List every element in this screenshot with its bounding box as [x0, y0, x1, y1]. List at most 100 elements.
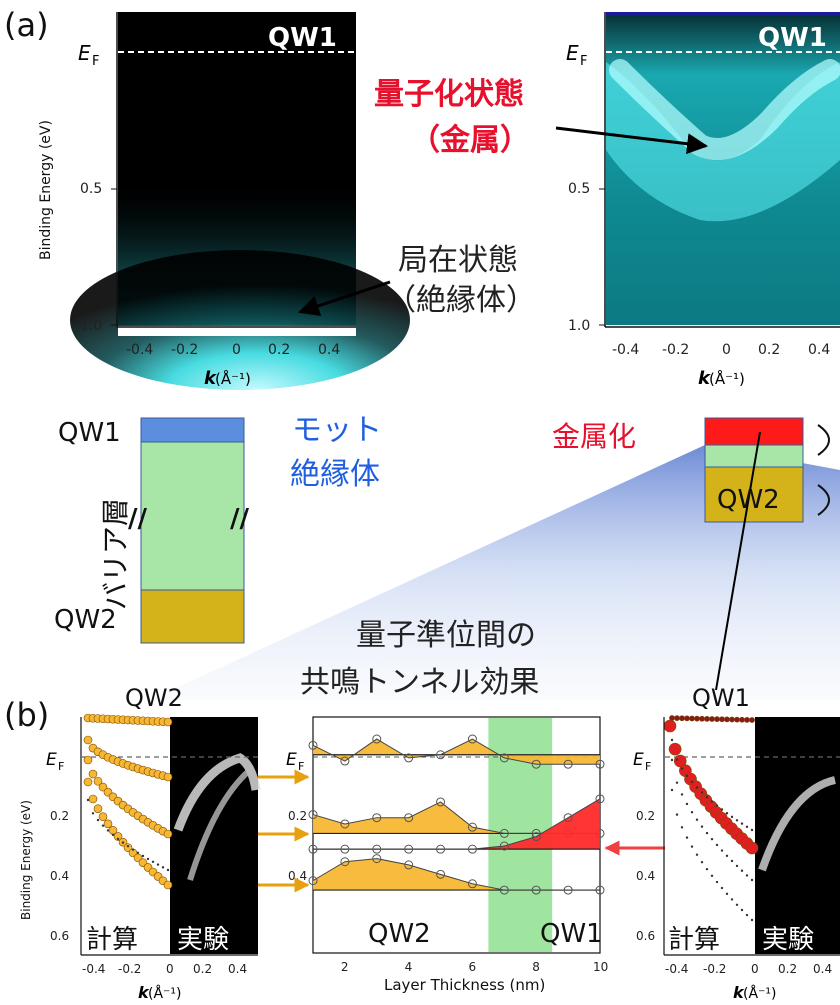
b-left-xlabel: k (Å⁻¹)	[138, 983, 182, 1002]
arpes-right-xlabel: k (Å⁻¹)	[698, 368, 745, 389]
band-dot-leftBands-1-16	[163, 717, 173, 727]
wavefunction-point-3-8	[531, 832, 541, 842]
svg-text:-0.4: -0.4	[82, 962, 105, 976]
svg-text:6: 6	[468, 960, 476, 974]
band-dot-rightBands-2-5	[695, 786, 699, 789]
projection-cone	[150, 445, 840, 700]
arpes-left-image	[70, 12, 410, 390]
arpes-left-ytick-05: 0.5	[80, 181, 102, 197]
band-dot-rightBands-1-9	[714, 716, 720, 723]
svg-text:E: E	[46, 750, 57, 770]
wavefunction-point-1-9	[563, 759, 573, 769]
band-dot-leftBands-5-11	[141, 854, 145, 858]
wavefunction-point-3-10	[595, 794, 605, 804]
band-dot-rightBands-4-7	[705, 867, 709, 871]
band-dot-rightBands-1-14	[739, 716, 745, 723]
wavefunction-point-3-9	[563, 813, 573, 823]
band-dot-leftBands-5-8	[126, 844, 130, 848]
metal-label: （金属）	[410, 123, 530, 158]
band-dot-leftBands-3-1	[88, 769, 98, 779]
b-right-ytick-06: 0.6	[636, 929, 655, 943]
svg-text:0.2: 0.2	[778, 962, 797, 976]
band-dot-rightBands-2-2	[680, 767, 684, 770]
svg-text:0.4: 0.4	[808, 342, 830, 358]
band-dot-leftBands-4-8	[123, 843, 133, 852]
svg-text://: //	[128, 504, 147, 534]
band-dot-rightBands-1-4	[689, 715, 695, 722]
band-dot-rightBands-2-4	[690, 780, 694, 784]
band-dot-rightBands-4-4	[690, 845, 694, 848]
svg-text:0.2: 0.2	[193, 962, 212, 976]
svg-text:k: k	[733, 983, 745, 1002]
band-dot-rightBands-4-12	[730, 898, 734, 901]
band-dot-rightBands-4-15	[745, 913, 749, 917]
band-dot-rightBands-2-15	[745, 825, 749, 829]
svg-text:-0.4: -0.4	[612, 342, 639, 358]
quantized-state-label: 量子化状態	[374, 77, 524, 112]
wavefunction-point-2-4	[404, 813, 414, 823]
svg-text:k: k	[204, 368, 217, 389]
band-dot-rightBands-4-10	[720, 886, 724, 890]
wavefunction-point-4-9	[563, 885, 573, 895]
svg-text:8: 8	[532, 960, 540, 974]
b-left-xticks: -0.4 -0.2 0 0.2 0.4	[82, 962, 247, 976]
arpes-left-xticks: -0.4 -0.2 0 0.2 0.4	[126, 342, 340, 358]
band-dot-rightBands-1-3	[684, 715, 690, 722]
b-right-ytick-04: 0.4	[636, 869, 655, 883]
panel-b-tag: (b)	[4, 696, 49, 734]
band-dot-leftBands-4-6	[113, 832, 123, 841]
band-dot-rightBands-2-14	[740, 822, 744, 825]
arpes-left-xlabel: k (Å⁻¹)	[204, 368, 251, 389]
middle-qw1-label: QW1	[540, 919, 603, 949]
band-dot-rightBands-3-16	[750, 878, 754, 882]
arpes-left-ylabel: Binding Energy (eV)	[38, 120, 54, 260]
wavefunction-point-3-6	[467, 844, 477, 854]
band-dot-leftBands-4-4	[103, 819, 113, 829]
band-dot-leftBands-4-1	[88, 794, 98, 804]
wavefunction-point-4-7	[499, 885, 509, 895]
band-dot-rightBands-2-16	[750, 828, 754, 832]
band-dot-rightBands-2-6	[700, 791, 704, 794]
wavefunction-point-1-1	[308, 740, 318, 750]
b-left-ytick-04: 0.4	[50, 869, 69, 883]
svg-text:0: 0	[751, 962, 759, 976]
middle-xticks: 2 4 6 8 10	[341, 960, 608, 974]
arpes-left-ytick-10: 1.0	[80, 318, 102, 334]
wavefunction-line-4	[312, 858, 600, 891]
svg-text:(Å⁻¹): (Å⁻¹)	[743, 985, 777, 1002]
band-dot-rightBands-1-16	[749, 717, 755, 723]
right-layer-stack	[704, 417, 830, 691]
band-dot-leftBands-5-4	[106, 829, 110, 832]
wavefunction-point-1-2	[340, 756, 350, 766]
svg-text:2: 2	[341, 960, 349, 974]
b-right-calc-label: 計算	[668, 925, 720, 955]
wavefunction-point-2-7	[499, 828, 509, 838]
band-dot-leftBands-4-0	[83, 777, 93, 787]
svg-text://: //	[230, 504, 249, 534]
band-dot-leftBands-5-12	[146, 857, 150, 861]
band-dot-leftBands-5-13	[151, 860, 155, 864]
svg-text:0: 0	[232, 342, 241, 358]
wavefunction-point-1-3	[372, 734, 382, 744]
band-dot-rightBands-1-11	[724, 716, 730, 723]
b-left-title: QW2	[125, 684, 183, 712]
band-dot-rightBands-2-7	[705, 795, 709, 799]
b-right-xlabel: k (Å⁻¹)	[733, 983, 777, 1002]
band-dot-rightBands-1-0	[669, 715, 675, 721]
svg-text:4: 4	[405, 960, 413, 974]
wavefunction-point-3-7	[499, 841, 509, 851]
band-dot-rightBands-1-8	[709, 716, 715, 722]
band-dot-rightBands-4-3	[685, 836, 689, 839]
b-left-ylabel: Binding Energy (eV)	[19, 800, 33, 920]
band-dot-leftBands-5-15	[161, 866, 165, 869]
svg-text:E: E	[286, 750, 297, 770]
wavefunction-point-4-4	[404, 860, 414, 870]
band-dot-rightBands-4-0	[670, 788, 674, 792]
band-dot-rightBands-4-9	[715, 880, 719, 884]
svg-text:k: k	[138, 983, 150, 1002]
localized-arrow	[298, 280, 391, 316]
wavefunction-point-3-2	[340, 844, 350, 854]
svg-text:0.4: 0.4	[228, 962, 247, 976]
band-dot-rightBands-2-10	[720, 808, 724, 811]
svg-text:F: F	[298, 760, 304, 773]
